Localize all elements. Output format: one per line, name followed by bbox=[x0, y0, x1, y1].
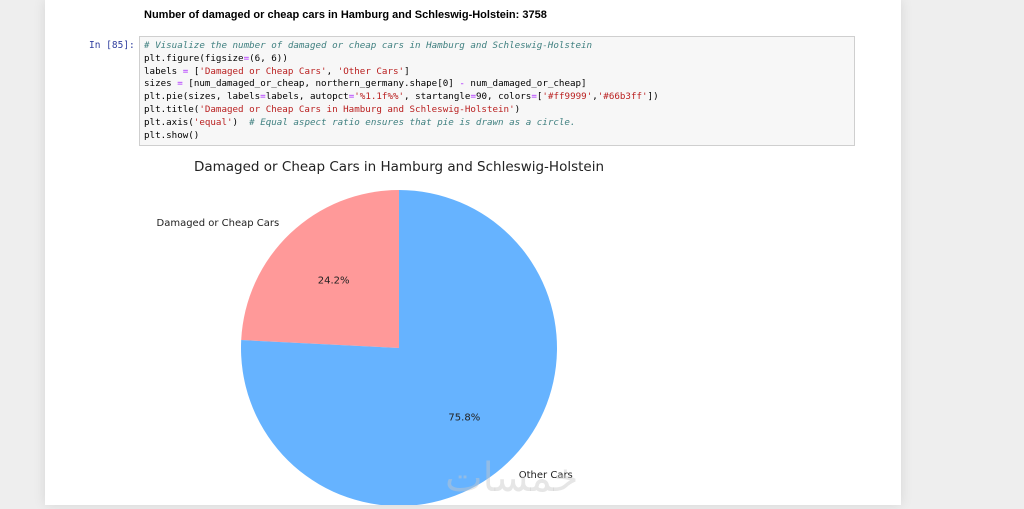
code-token: 90, colors bbox=[475, 91, 532, 103]
pie-chart: Damaged or Cheap Cars in Hamburg and Sch… bbox=[157, 159, 604, 506]
code-line: plt.axis('equal') # Equal aspect ratio e… bbox=[144, 117, 854, 130]
code-token: = bbox=[260, 91, 266, 103]
code-token: ) bbox=[232, 116, 250, 128]
code-token: [ bbox=[188, 65, 200, 77]
code-token: 'Damaged or Cheap Cars in Hamburg and Sc… bbox=[199, 103, 515, 115]
code-token: , bbox=[592, 91, 598, 103]
code-token: labels bbox=[144, 65, 183, 77]
code-line: plt.title('Damaged or Cheap Cars in Hamb… bbox=[144, 104, 854, 117]
code-token: ]) bbox=[647, 91, 659, 103]
code-token: = bbox=[182, 65, 189, 77]
code-token: 'Other Cars' bbox=[337, 65, 405, 77]
code-token: , startangle bbox=[404, 91, 471, 103]
code-token: plt.figure(figsize bbox=[144, 52, 244, 64]
code-token: plt.title( bbox=[144, 103, 200, 115]
cell-output-text: Number of damaged or cheap cars in Hambu… bbox=[144, 9, 547, 21]
code-line: labels = ['Damaged or Cheap Cars', 'Othe… bbox=[144, 66, 854, 79]
code-token: (6, 6)) bbox=[249, 52, 288, 64]
pie-category-label: Other Cars bbox=[519, 470, 573, 481]
code-token: plt.show() bbox=[144, 129, 200, 141]
code-token: '#ff9999' bbox=[542, 91, 593, 103]
code-token: , bbox=[326, 65, 338, 77]
code-token: sizes bbox=[144, 78, 178, 90]
code-line: # Visualize the number of damaged or che… bbox=[144, 40, 854, 53]
code-cell[interactable]: # Visualize the number of damaged or che… bbox=[139, 36, 855, 146]
cell-prompt: In [85]: bbox=[89, 40, 135, 51]
code-token: [num_damaged_or_cheap, northern_germany.… bbox=[182, 78, 460, 90]
code-token: '#66b3ff' bbox=[597, 91, 648, 103]
pie-category-label: Damaged or Cheap Cars bbox=[157, 218, 280, 229]
code-line: sizes = [num_damaged_or_cheap, northern_… bbox=[144, 78, 854, 91]
code-token: ) bbox=[514, 103, 521, 115]
code-token: ] bbox=[404, 65, 410, 77]
pie-slice bbox=[241, 190, 399, 348]
code-token: plt.pie(sizes, labels bbox=[144, 91, 261, 103]
code-token: 'Damaged or Cheap Cars' bbox=[199, 65, 327, 77]
code-token: # Visualize the number of damaged or che… bbox=[144, 40, 593, 51]
code-token: = bbox=[531, 91, 537, 103]
code-token: plt.axis( bbox=[144, 116, 194, 128]
chart-title: Damaged or Cheap Cars in Hamburg and Sch… bbox=[194, 159, 604, 175]
code-token: 'equal' bbox=[193, 116, 233, 128]
code-token: = bbox=[470, 91, 476, 103]
code-line: plt.pie(sizes, labels=labels, autopct='%… bbox=[144, 91, 854, 104]
code-token: = bbox=[177, 78, 183, 90]
code-token: - bbox=[459, 78, 465, 90]
code-token: '%1.1f%%' bbox=[354, 91, 405, 103]
code-token: labels, autopct bbox=[265, 91, 349, 103]
code-token: [ bbox=[536, 91, 543, 103]
code-line: plt.show() bbox=[144, 130, 854, 143]
pie-slice bbox=[240, 190, 557, 506]
code-token: # Equal aspect ratio ensures that pie is… bbox=[249, 116, 576, 128]
pie-pct-label: 24.2% bbox=[318, 275, 350, 286]
code-token: = bbox=[243, 52, 250, 64]
notebook-page: Number of damaged or cheap cars in Hambu… bbox=[45, 0, 901, 506]
code-token: = bbox=[348, 91, 355, 103]
pie-chart-output: Damaged or Cheap Cars in Hamburg and Sch… bbox=[45, 150, 901, 506]
pie-pct-label: 75.8% bbox=[448, 413, 480, 424]
watermark: خمسات bbox=[445, 455, 579, 501]
code-line: plt.figure(figsize=(6, 6)) bbox=[144, 53, 854, 66]
code-token: num_damaged_or_cheap] bbox=[464, 78, 587, 90]
